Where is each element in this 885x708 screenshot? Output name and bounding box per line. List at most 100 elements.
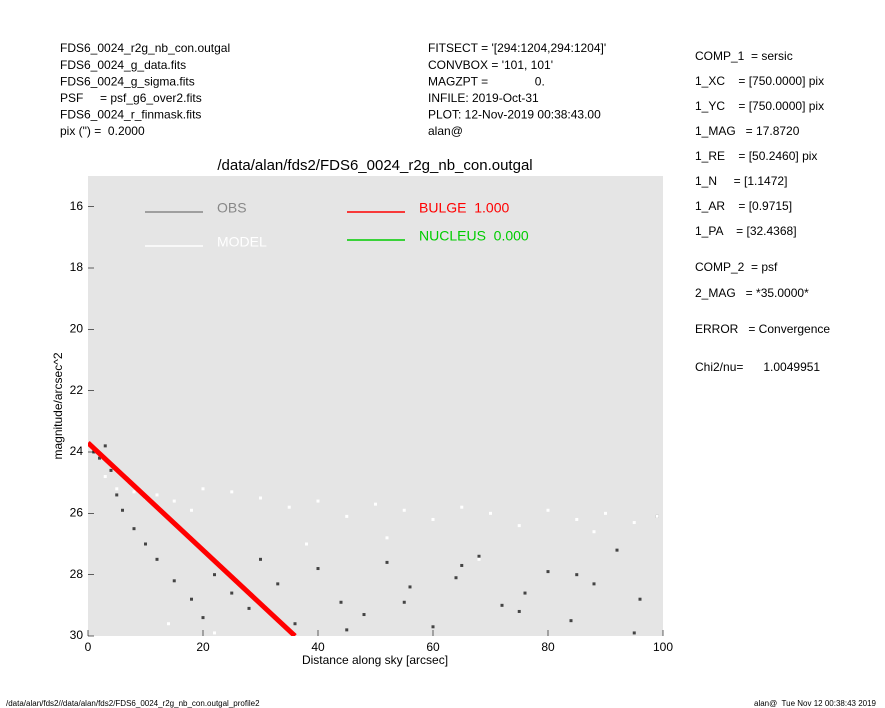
data-point	[167, 622, 170, 626]
data-point	[632, 631, 636, 635]
data-point	[517, 609, 521, 613]
data-point	[103, 475, 107, 479]
y-tick-label: 24	[70, 444, 84, 458]
legend-label: MODEL	[217, 234, 267, 250]
data-point	[247, 606, 251, 610]
data-point	[374, 502, 377, 506]
data-point	[213, 573, 216, 577]
header-middle-line: MAGZPT = 0.	[428, 74, 545, 88]
data-point	[604, 511, 607, 515]
data-point	[385, 536, 389, 540]
y-tick-label: 30	[70, 628, 84, 642]
data-point	[132, 527, 136, 531]
data-point	[546, 508, 550, 512]
y-tick-label: 20	[70, 322, 84, 336]
component-line: 1_PA = [32.4368]	[695, 224, 797, 238]
header-left-line: FDS6_0024_r_finmask.fits	[60, 108, 201, 122]
component-line: ERROR = Convergence	[695, 322, 830, 336]
component-line: 1_MAG = 17.8720	[695, 124, 800, 138]
data-point	[638, 597, 642, 601]
y-tick-label: 16	[70, 199, 84, 213]
component-line: Chi2/nu= 1.0049951	[695, 360, 820, 374]
data-point	[316, 499, 320, 503]
data-point	[489, 511, 492, 515]
data-point	[402, 508, 406, 512]
data-point	[362, 613, 366, 617]
x-axis-label: Distance along sky [arcsec]	[302, 653, 448, 667]
data-point	[592, 582, 596, 586]
data-point	[460, 505, 464, 509]
data-point	[201, 616, 205, 620]
component-line: 2_MAG = *35.0000*	[695, 286, 809, 300]
data-point	[431, 517, 435, 521]
data-point	[109, 468, 113, 472]
data-point	[115, 493, 119, 497]
data-point	[339, 600, 343, 604]
data-point	[402, 600, 406, 604]
footer-left: /data/alan/fds2//data/alan/fds2/FDS6_002…	[6, 699, 260, 708]
data-point	[569, 619, 573, 623]
header-middle-line: INFILE: 2019-Oct-31	[428, 91, 539, 105]
data-point	[259, 557, 262, 561]
data-point	[103, 444, 107, 448]
component-line: COMP_2 = psf	[695, 260, 778, 274]
data-point	[632, 521, 636, 525]
header-left-line: pix (") = 0.2000	[60, 124, 145, 138]
component-line: 1_AR = [0.9715]	[695, 199, 792, 213]
legend-label: BULGE 1.000	[419, 200, 509, 216]
x-tick-label: 60	[426, 640, 440, 654]
y-tick-label: 28	[70, 567, 84, 581]
y-tick-label: 22	[70, 383, 84, 397]
header-middle-line: FITSECT = '[294:1204,294:1204]'	[428, 41, 606, 55]
component-line: 1_YC = [750.0000] pix	[695, 99, 824, 113]
data-point	[98, 456, 101, 460]
plot-background	[88, 176, 663, 636]
y-tick-label: 18	[70, 260, 84, 274]
data-point	[385, 560, 389, 564]
data-point	[615, 548, 619, 552]
data-point	[201, 487, 205, 491]
data-point	[592, 530, 596, 534]
data-point	[316, 567, 320, 571]
data-point	[293, 622, 297, 626]
data-point	[546, 570, 550, 574]
component-line: 1_RE = [50.2460] pix	[695, 149, 817, 163]
data-point	[115, 487, 119, 491]
data-point	[345, 628, 349, 632]
footer-right: alan@ Tue Nov 12 00:38:43 2019	[754, 699, 877, 708]
data-point	[144, 542, 147, 546]
data-point	[172, 499, 176, 503]
header-middle-line: alan@	[428, 124, 463, 138]
data-point	[172, 579, 176, 583]
data-point	[259, 496, 262, 500]
data-point	[523, 591, 527, 595]
x-tick-label: 20	[196, 640, 210, 654]
component-line: 1_XC = [750.0000] pix	[695, 74, 824, 88]
header-left-line: FDS6_0024_g_data.fits	[60, 58, 186, 72]
data-point	[500, 603, 504, 607]
data-point	[477, 554, 481, 558]
data-point	[575, 573, 579, 577]
data-point	[408, 585, 412, 589]
x-tick-label: 80	[541, 640, 555, 654]
header-middle-line: CONVBOX = '101, 101'	[428, 58, 553, 72]
data-point	[287, 505, 291, 509]
component-line: COMP_1 = sersic	[695, 49, 793, 63]
legend-label: NUCLEUS 0.000	[419, 228, 529, 244]
y-tick-label: 26	[70, 506, 84, 520]
data-point	[477, 557, 481, 561]
header-middle-line: PLOT: 12-Nov-2019 00:38:43.00	[428, 108, 601, 122]
component-line: 1_N = [1.1472]	[695, 174, 787, 188]
data-point	[575, 517, 579, 521]
x-tick-label: 40	[311, 640, 325, 654]
data-point	[155, 493, 159, 497]
data-point	[276, 582, 280, 586]
data-point	[517, 524, 521, 528]
model-line	[88, 440, 297, 636]
x-tick-label: 0	[85, 640, 92, 654]
data-point	[460, 563, 464, 567]
data-point	[190, 597, 193, 601]
data-point	[454, 576, 458, 580]
data-point	[155, 557, 159, 561]
